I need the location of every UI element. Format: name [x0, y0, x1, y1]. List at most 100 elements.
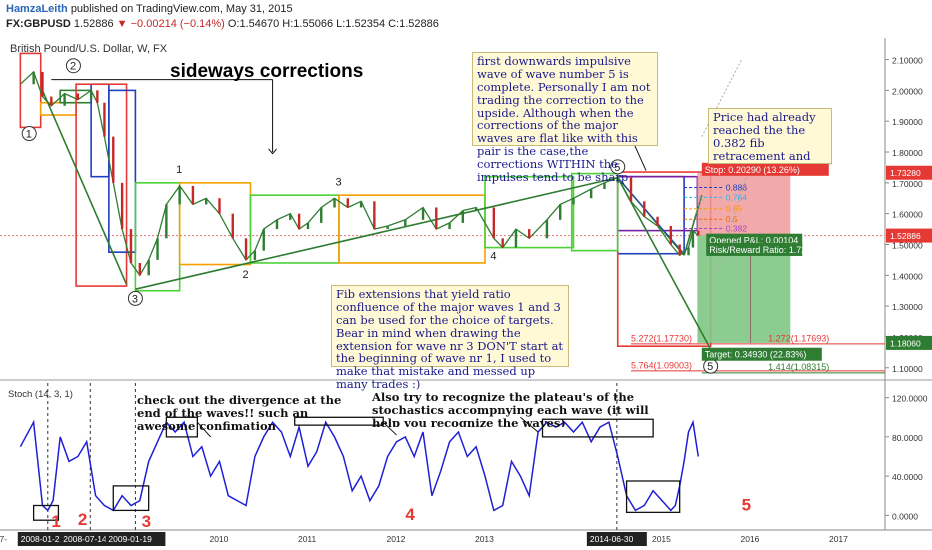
wave-label: 5 [707, 361, 713, 373]
wave-label: 3 [132, 293, 138, 305]
price-candle [205, 198, 208, 205]
symbol-label[interactable]: FX:GBPUSD [6, 18, 71, 30]
year-tick-label: 2012 [386, 534, 405, 544]
price-candle [589, 189, 593, 199]
price-candle [691, 230, 695, 248]
price-candle [41, 71, 44, 97]
price-candle [76, 93, 80, 100]
price-tag-bg [886, 165, 932, 180]
price-candle [669, 225, 673, 245]
target-label-bg [701, 347, 822, 361]
change-down-icon: ▼ [116, 18, 128, 30]
price-candle [289, 213, 292, 220]
price-candle [262, 229, 265, 251]
author-name[interactable]: HamzaLeith [6, 3, 68, 15]
price-candle [545, 219, 549, 239]
wave-label: 4 [490, 250, 496, 262]
wave-label: 3 [335, 176, 341, 188]
price-candle [474, 207, 478, 211]
price-candle [103, 102, 106, 137]
wave-box-green [484, 175, 575, 249]
wave-box-red [19, 52, 42, 129]
price-tick-label: 1.80000 [892, 148, 923, 158]
stoch-wave-label: 1 [51, 512, 60, 531]
fib-level-label: 0.5 [726, 214, 738, 224]
price-tick-label: 1.50000 [892, 240, 923, 250]
chart-header: HamzaLeith published on TradingView.com,… [0, 0, 932, 36]
price-candle [112, 136, 115, 183]
price-tag-bg [886, 335, 932, 350]
ohlc-values: O:1.54670 H:1.55066 L:1.52354 C:1.52886 [227, 18, 439, 30]
price-candle [191, 185, 195, 205]
stop-zone [697, 172, 791, 236]
price-candle [129, 229, 133, 263]
price-candle [678, 244, 681, 256]
fib382-annotation[interactable]: Price had already reached the the 0.382 … [708, 108, 832, 164]
price-candle [373, 201, 376, 230]
stoch-plateau-box [112, 485, 150, 512]
wave-label: 1 [176, 164, 182, 176]
wave-box-blue [108, 89, 137, 253]
wave-label: 2 [70, 61, 76, 73]
year-tick-label: 2016 [740, 534, 759, 544]
price-candle [492, 207, 496, 239]
date-tag-bg [60, 532, 121, 546]
stoch-wave-label: 4 [405, 505, 415, 524]
stoch-plateau-box [294, 416, 384, 426]
wave5-annotation[interactable]: first downwards impulsive wave of wave n… [472, 52, 658, 183]
divergence-note: check out the divergence at the end of t… [137, 393, 342, 433]
price-candle [50, 96, 53, 106]
year-tick-label: 2017 [829, 534, 848, 544]
wave-box-green [570, 172, 619, 252]
stop-label: Stop: 0.20290 (13.26%) [705, 165, 800, 175]
stoch-tick-label: 80.0000 [892, 433, 923, 443]
price-candle [697, 230, 700, 236]
price-tick-label: 1.90000 [892, 117, 923, 127]
price-candle [629, 177, 633, 202]
price-candle [244, 238, 248, 260]
price-candle [178, 185, 181, 205]
price-candle [320, 207, 323, 223]
price-tag-bg [886, 228, 932, 243]
price-candle [346, 198, 350, 208]
arrow-head [268, 148, 277, 155]
price-candle [96, 90, 99, 103]
stoch-wave-label: 3 [142, 512, 151, 531]
fib-extension-annotation[interactable]: Fib extensions that yield ratio confluen… [331, 285, 569, 391]
published-line: published on TradingView.com, May 31, 20… [70, 3, 293, 15]
wave-box-red-large [75, 83, 128, 287]
price-tick-label: 1.60000 [892, 210, 923, 220]
risk-reward-label-bg [706, 242, 803, 256]
price-candle [528, 229, 531, 239]
risk-reward-label: Risk/Reward Ratio: 1.72 [709, 245, 806, 255]
wave-box-orange [39, 101, 77, 116]
stoch-plateau-box [32, 504, 60, 521]
price-tick-label: 2.10000 [892, 56, 923, 66]
price-candle [514, 229, 518, 248]
date-tag-label: 2008-01-21 [21, 534, 65, 544]
price-candle [559, 204, 562, 220]
wave-trendline [617, 177, 685, 255]
year-tick-label: 007- [0, 534, 7, 544]
price-candle [120, 182, 124, 230]
date-tag-label: 2009-01-19 [108, 534, 152, 544]
fib-extension-label: 5.272(1.17730) [631, 333, 692, 343]
date-tag-bg [586, 532, 647, 546]
divergence-pointer [382, 421, 397, 436]
year-tick-label: 2011 [298, 534, 317, 544]
stop-label-bg [701, 162, 829, 176]
opened-pnl-label: Opened P&L: 0.00104 [709, 236, 798, 246]
fib-level-label: 0.65 [726, 204, 743, 214]
price-candle [687, 247, 690, 256]
price-candle [89, 90, 93, 100]
price-candle [165, 204, 168, 239]
wave-label: 5 [614, 162, 620, 174]
price-candle [435, 207, 438, 230]
price-tick-label: 2.00000 [892, 86, 923, 96]
price-candle [253, 250, 257, 260]
year-tick-label: 2013 [475, 534, 494, 544]
sideways-corrections-title: sideways corrections [170, 61, 364, 82]
price-candle [572, 198, 575, 205]
fib-level-label: 0.764 [726, 192, 748, 202]
